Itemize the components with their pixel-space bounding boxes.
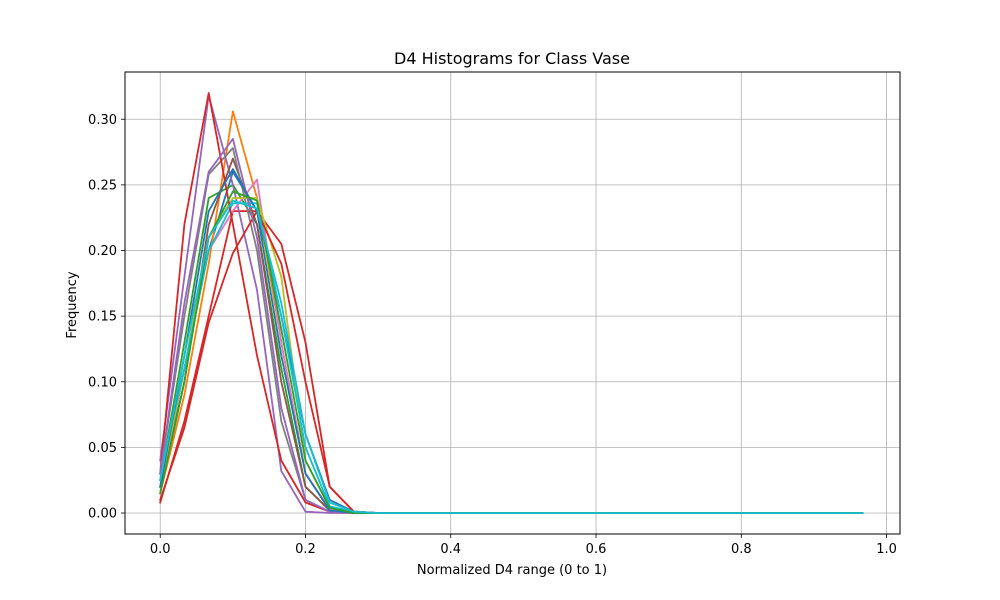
x-axis-title: Normalized D4 range (0 to 1)	[417, 563, 607, 578]
y-tick-label: 0.25	[88, 178, 117, 193]
chart-title: D4 Histograms for Class Vase	[394, 49, 630, 68]
y-tick-label: 0.05	[88, 441, 117, 456]
y-axis-title: Frequency	[65, 271, 80, 338]
x-tick-label: 0.2	[295, 542, 316, 557]
x-tick-label: 0.6	[586, 542, 607, 557]
x-tick-label: 0.0	[150, 542, 171, 557]
y-tick-label: 0.20	[88, 244, 117, 259]
y-axis-ticks: 0.00 0.05 0.10 0.15 0.20 0.25 0.30	[88, 113, 125, 522]
series-line-16	[159, 199, 864, 514]
x-axis-ticks: 0.0 0.2 0.4 0.6 0.8 1.0	[150, 534, 897, 557]
x-tick-label: 0.4	[440, 542, 461, 557]
series-lines	[159, 92, 864, 514]
y-tick-label: 0.10	[88, 375, 117, 390]
y-tick-label: 0.15	[88, 310, 117, 325]
x-tick-label: 1.0	[876, 542, 897, 557]
y-tick-label: 0.30	[88, 113, 117, 128]
y-tick-label: 0.00	[88, 507, 117, 522]
plot-area-frame	[124, 71, 901, 535]
x-tick-label: 0.8	[731, 542, 752, 557]
